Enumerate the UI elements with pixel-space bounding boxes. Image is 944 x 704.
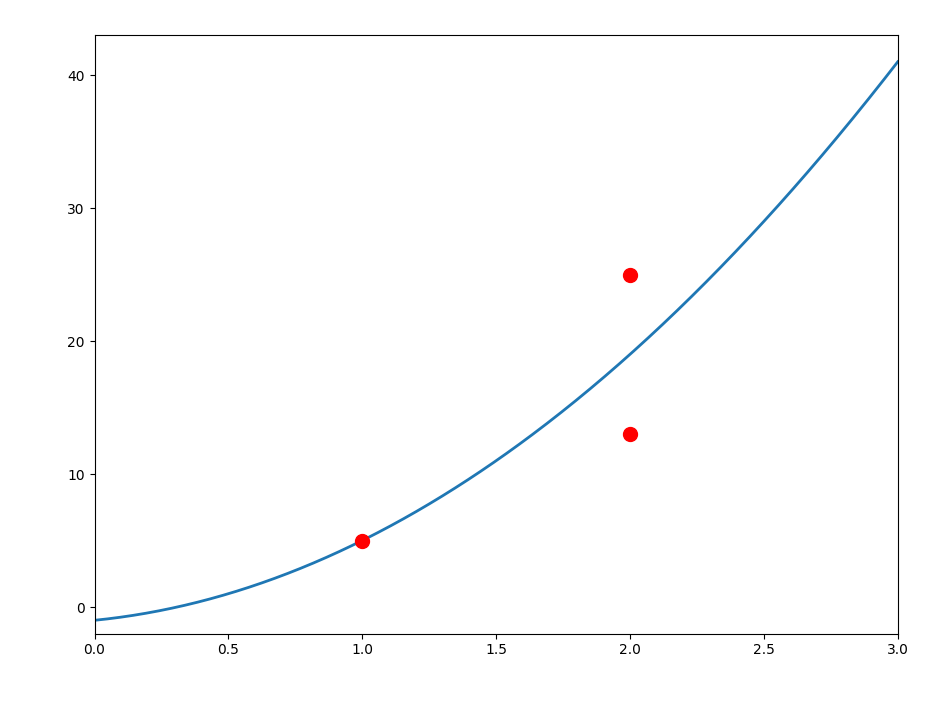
Point [622,429,637,440]
Point [354,535,369,546]
Point [622,269,637,280]
